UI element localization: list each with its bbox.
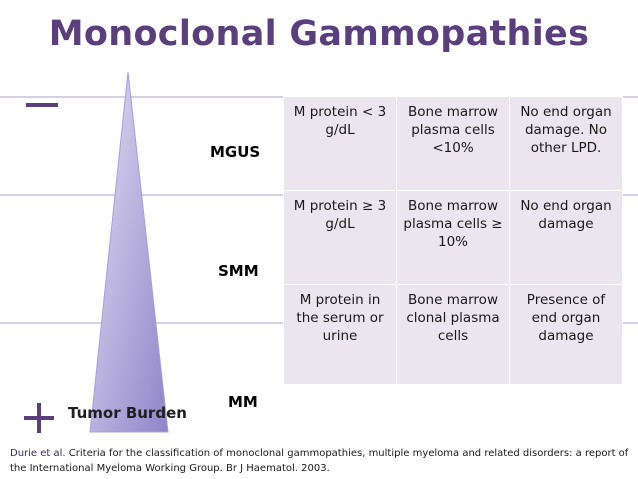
table-cell: Bone marrow clonal plasma cells [396, 284, 510, 385]
row-label-mgus: MGUS [210, 143, 261, 161]
table-cell: Bone marrow plasma cells ≥ 10% [396, 190, 510, 285]
minus-icon [26, 103, 58, 107]
table-cell: Presence of end organ damage [509, 284, 623, 385]
table-row: M protein in the serum or urine Bone mar… [283, 284, 623, 385]
table-cell: Bone marrow plasma cells <10% [396, 96, 510, 191]
citation-text: Criteria for the classification of monoc… [10, 448, 629, 474]
tumor-burden-label: Tumor Burden [68, 404, 187, 422]
row-label-mm: MM [228, 393, 258, 411]
tumor-burden-triangle [89, 71, 169, 433]
citation-link[interactable]: Durie et al. [10, 448, 66, 459]
row-label-smm: SMM [218, 262, 259, 280]
table-cell: M protein in the serum or urine [283, 284, 397, 385]
plus-icon [24, 403, 54, 433]
citation: Durie et al. Criteria for the classifica… [10, 446, 630, 476]
table-cell: M protein < 3 g/dL [283, 96, 397, 191]
table-row: M protein < 3 g/dL Bone marrow plasma ce… [283, 96, 623, 191]
table-cell: No end organ damage [509, 190, 623, 285]
table-cell: No end organ damage. No other LPD. [509, 96, 623, 191]
criteria-table: M protein < 3 g/dL Bone marrow plasma ce… [283, 96, 623, 385]
table-cell: M protein ≥ 3 g/dL [283, 190, 397, 285]
page-title: Monoclonal Gammopathies [48, 14, 590, 54]
table-row: M protein ≥ 3 g/dL Bone marrow plasma ce… [283, 190, 623, 285]
